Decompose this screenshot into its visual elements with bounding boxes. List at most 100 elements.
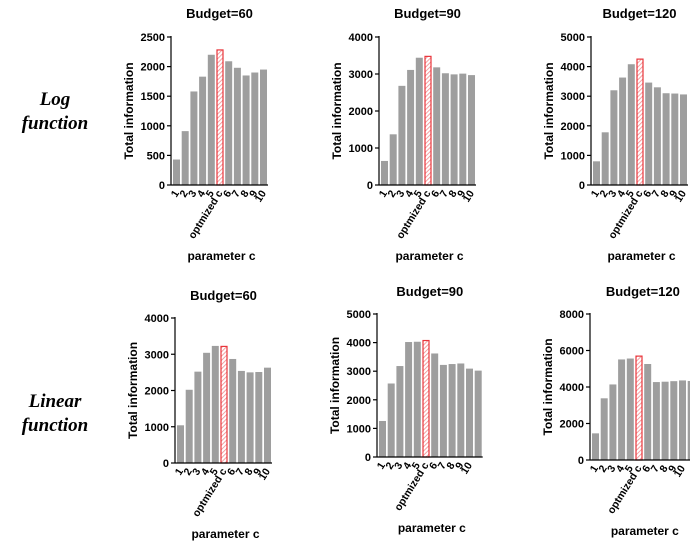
x-tick-label: 8 — [658, 188, 671, 199]
bar — [592, 433, 599, 460]
bar — [415, 57, 423, 185]
bar — [173, 159, 180, 185]
chart-panel-1: Budget=60 Total information parameter c 0 50… — [122, 6, 269, 263]
x-tick-label: 7 — [649, 463, 662, 474]
chart-title: Budget=120 — [602, 6, 676, 21]
x-tick-label: 2 — [597, 188, 610, 199]
chart-title: Budget=90 — [394, 6, 461, 21]
bar — [387, 383, 395, 457]
y-tick-label: 2000 — [145, 386, 169, 398]
y-tick-label: 8000 — [560, 309, 584, 321]
x-tick-label: 9 — [251, 466, 264, 477]
chart-title: Budget=120 — [606, 284, 680, 299]
x-tick-label: 7 — [234, 466, 247, 477]
x-tick-label: 2 — [177, 188, 190, 199]
bar — [264, 367, 271, 463]
bar — [474, 370, 482, 457]
y-tick-label: 0 — [579, 180, 585, 192]
bar-optimized — [424, 55, 432, 186]
bar — [468, 75, 475, 185]
bar — [459, 73, 467, 185]
x-tick-label: 6 — [641, 188, 654, 199]
x-tick-label: 4 — [195, 188, 208, 199]
bar — [242, 75, 250, 185]
bar — [211, 345, 219, 463]
x-tick-label: 6 — [640, 463, 653, 474]
bar — [670, 381, 678, 460]
bar — [627, 64, 635, 185]
x-tick-label: 6 — [427, 460, 440, 471]
row-label-log-line2: function — [21, 113, 89, 134]
chart-title: Budget=60 — [186, 6, 253, 21]
bar — [626, 358, 634, 460]
y-tick-label: 2500 — [141, 32, 165, 44]
x-tick-label: 6 — [225, 466, 238, 477]
x-tick-label: 4 — [614, 463, 627, 474]
chart-title: Budget=90 — [396, 284, 463, 299]
bar — [413, 341, 421, 457]
bar — [246, 372, 254, 463]
x-tick-label: 4 — [615, 188, 628, 199]
x-axis-label: parameter c — [607, 249, 675, 263]
bar — [687, 380, 690, 460]
bar — [600, 398, 608, 460]
chart-panel-6: Budget=120 Total information parameter c 0 2… — [541, 284, 690, 538]
x-tick-label: 5 — [208, 466, 221, 477]
x-tick-label: 10 — [461, 188, 477, 204]
x-tick-label: 2 — [181, 466, 194, 477]
y-axis-label: Total information — [122, 62, 136, 159]
x-tick-label: 7 — [436, 460, 449, 471]
x-tick-label: 7 — [438, 188, 451, 199]
x-tick-label: 1 — [589, 188, 602, 199]
y-tick-label: 3000 — [145, 349, 169, 361]
x-tick-label: 3 — [186, 188, 199, 199]
x-axis-label: parameter c — [395, 249, 463, 263]
y-tick-label: 0 — [365, 452, 371, 464]
row-label-log: Log function — [0, 88, 110, 136]
bar — [199, 76, 207, 185]
bar — [251, 72, 259, 185]
y-tick-label: 1000 — [349, 143, 373, 155]
y-tick-label: 2000 — [560, 419, 584, 431]
row-label-linear: Linear function — [0, 390, 110, 438]
bar — [619, 77, 627, 185]
y-tick-label: 500 — [147, 150, 165, 162]
bar — [233, 67, 241, 185]
bar — [457, 363, 465, 457]
bar — [194, 371, 202, 463]
y-tick-label: 1000 — [141, 121, 165, 133]
bar-optimized — [636, 58, 644, 186]
y-axis-label: Total information — [542, 62, 556, 159]
bar — [448, 364, 456, 457]
y-tick-label: 4000 — [145, 313, 169, 325]
bar — [379, 420, 386, 457]
bar — [450, 74, 458, 185]
bar — [398, 85, 406, 185]
y-tick-label: 1000 — [561, 150, 585, 162]
x-tick-label: 9 — [247, 188, 260, 199]
y-tick-label: 1000 — [145, 422, 169, 434]
chart-panel-2: Budget=90 Total information parameter c 0 10… — [330, 6, 477, 263]
x-tick-label: 8 — [242, 466, 255, 477]
bar — [229, 358, 237, 463]
row-label-log-line1: Log — [39, 89, 71, 110]
x-tick-label: 2 — [385, 188, 398, 199]
x-tick-label: 4 — [403, 188, 416, 199]
x-tick-label: 1 — [169, 188, 182, 199]
x-tick-label: 1 — [173, 466, 186, 477]
x-tick-label: 10 — [253, 188, 269, 204]
bar-optimized — [216, 49, 224, 186]
y-tick-label: 4000 — [560, 382, 584, 394]
y-tick-label: 5000 — [561, 32, 585, 44]
x-tick-label: 4 — [199, 466, 212, 477]
x-tick-label: 5 — [410, 460, 423, 471]
bar — [225, 61, 233, 185]
x-tick-label: 10 — [459, 460, 475, 476]
x-tick-label: 7 — [650, 188, 663, 199]
y-tick-label: 4000 — [349, 32, 373, 44]
x-axis-label: parameter c — [187, 249, 255, 263]
x-tick-label: 10 — [673, 188, 689, 204]
bar — [644, 364, 652, 460]
x-axis-label: parameter c — [398, 521, 466, 535]
y-tick-label: 3000 — [349, 69, 373, 81]
